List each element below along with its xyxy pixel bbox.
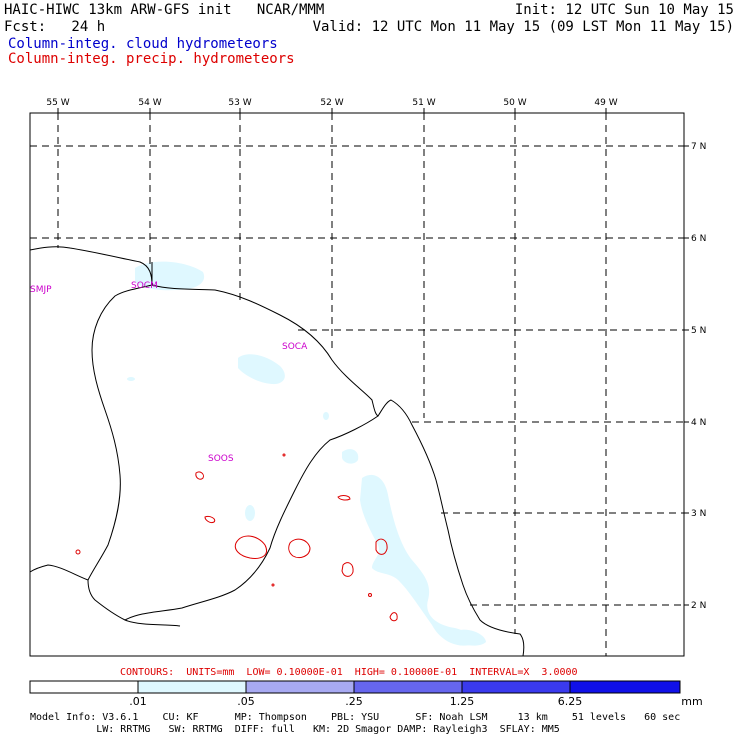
model-title: HAIC-HIWC 13km ARW-GFS init NCAR/MMM (4, 2, 325, 18)
colorbar-bin (461, 680, 571, 694)
station-smjp: SMJP (30, 285, 52, 295)
station-socm: SOCM (131, 281, 158, 291)
lon-label: 55 W (46, 98, 69, 108)
colorbar-bin (569, 680, 681, 694)
coastline (29, 246, 525, 657)
colorbar-label: .05 (237, 695, 255, 708)
map-frame (29, 112, 685, 657)
colorbar-bin (29, 680, 139, 694)
lon-label: 49 W (594, 98, 617, 108)
forecast-hour: Fcst: 24 h (4, 19, 106, 35)
longitude-labels: 55 W 54 W 53 W 52 W 51 W 50 W 49 W (46, 98, 617, 108)
colorbar-bin (137, 680, 247, 694)
station-soca: SOCA (282, 342, 308, 352)
model-info-line2: LW: RRTMG SW: RRTMG DIFF: full KM: 2D Sm… (30, 724, 560, 735)
coastline-suriname (29, 262, 153, 581)
field-precip-hydrometeors: Column-integ. precip. hydrometeors (8, 51, 295, 67)
graticule (30, 113, 684, 656)
lon-label: 50 W (503, 98, 526, 108)
colorbar-label: 6.25 (557, 695, 583, 708)
lon-label: 52 W (320, 98, 343, 108)
lat-label: 6 N (691, 234, 706, 244)
precip-contours (75, 453, 398, 622)
lon-label: 53 W (228, 98, 251, 108)
colorbar-label: .25 (345, 695, 363, 708)
lon-label: 51 W (412, 98, 435, 108)
lat-label: 2 N (691, 601, 706, 611)
lat-label: 7 N (691, 142, 706, 152)
axis-ticks (57, 108, 689, 606)
lon-label: 54 W (138, 98, 161, 108)
station-labels: SMJP SOCM SOCA SOOS (30, 281, 308, 464)
lat-label: 3 N (691, 509, 706, 519)
field-cloud-hydrometeors: Column-integ. cloud hydrometeors (8, 36, 278, 52)
colorbar-bin (245, 680, 355, 694)
colorbar-label: 1.25 (449, 695, 475, 708)
valid-time: Valid: 12 UTC Mon 11 May 15 (09 LST Mon … (312, 19, 734, 35)
lat-label: 4 N (691, 418, 706, 428)
contours-info: CONTOURS: UNITS=mm LOW= 0.10000E-01 HIGH… (120, 667, 578, 678)
coastline-north (29, 246, 525, 657)
colorbar-label: .01 (129, 695, 147, 708)
colorbar-units: mm (681, 695, 703, 708)
coastline-guiana-border (87, 415, 379, 621)
station-soos: SOOS (208, 454, 234, 464)
lat-label: 5 N (691, 326, 706, 336)
init-time: Init: 12 UTC Sun 10 May 15 (514, 2, 734, 18)
colorbar (29, 680, 681, 694)
model-info-line1: Model Info: V3.6.1 CU: KF MP: Thompson P… (30, 712, 681, 723)
colorbar-bin (353, 680, 463, 694)
latitude-labels: 7 N 6 N 5 N 4 N 3 N 2 N (691, 142, 706, 611)
coastline-south (124, 619, 181, 627)
